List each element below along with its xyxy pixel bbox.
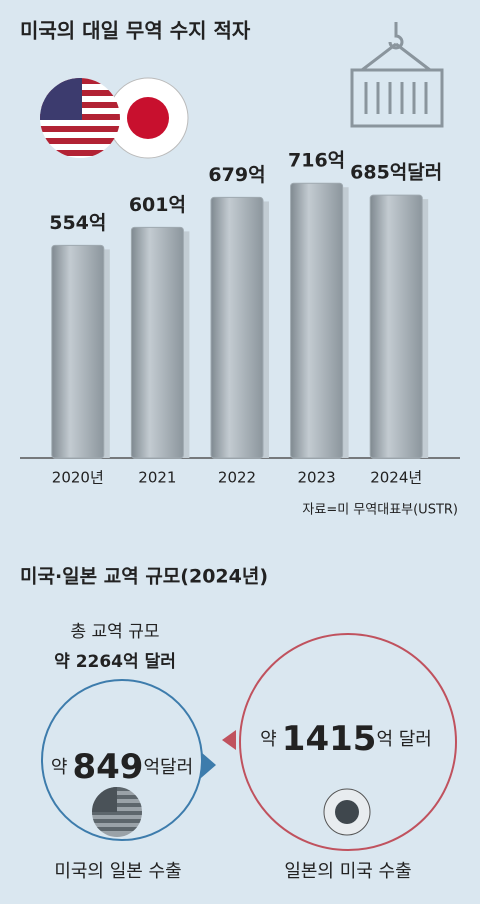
value-label: 679억 <box>208 164 265 186</box>
amount: 849 <box>72 747 143 787</box>
value-label: 601억 <box>129 194 186 216</box>
x-tick-label: 2021 <box>138 469 176 487</box>
bar-side <box>101 249 110 458</box>
prefix: 약 <box>260 729 277 750</box>
bar <box>51 244 105 459</box>
bar <box>210 196 264 459</box>
container-icon <box>350 22 444 128</box>
bar <box>290 182 344 459</box>
japan-export-text: 약 1415억 달러 <box>260 719 432 759</box>
value-label: 685억달러 <box>350 162 442 184</box>
chart-title: 미국의 대일 무역 수지 적자 <box>20 19 251 43</box>
bar <box>369 194 423 459</box>
total-value: 약 2264억 달러 <box>54 651 176 672</box>
bar-side <box>261 201 269 458</box>
total-label: 총 교역 규모 <box>70 622 159 642</box>
us-export-text: 약 849억달러 <box>51 747 193 787</box>
japan-export-label: 일본의 미국 수출 <box>284 861 411 882</box>
bar-side <box>420 199 429 458</box>
prefix: 약 <box>51 757 68 778</box>
x-tick-label: 2024년 <box>370 469 422 487</box>
us-flag <box>40 78 120 158</box>
section-title: 미국·일본 교역 규모(2024년) <box>20 566 268 588</box>
unit: 억 달러 <box>376 729 431 750</box>
japan-export-circle <box>239 633 457 851</box>
us-export-label: 미국의 일본 수출 <box>54 861 181 882</box>
bar-side <box>340 187 349 459</box>
bar-side <box>181 231 190 458</box>
us-flag-small <box>92 787 142 837</box>
amount: 1415 <box>282 719 377 759</box>
value-label: 716억 <box>288 150 345 172</box>
x-tick-label: 2020년 <box>52 469 104 487</box>
japan-flag-small <box>323 788 371 836</box>
source: 자료=미 무역대표부(USTR) <box>302 503 458 518</box>
arrow <box>222 730 236 750</box>
arrow <box>201 752 216 778</box>
x-tick-label: 2022 <box>218 469 256 487</box>
x-tick-label: 2023 <box>298 469 336 487</box>
value-label: 554억 <box>49 212 106 234</box>
bar <box>130 226 184 459</box>
unit: 억달러 <box>143 757 193 778</box>
